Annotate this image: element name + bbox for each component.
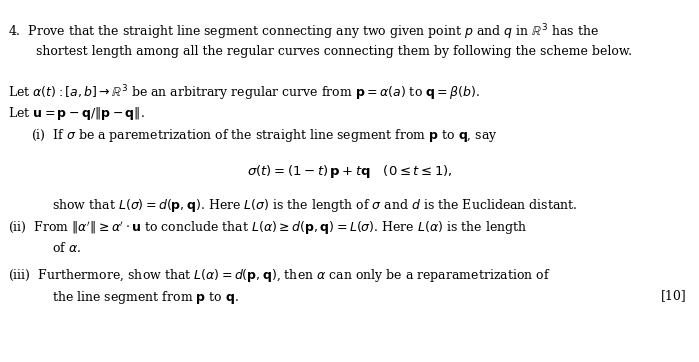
Text: (ii)  From $\|\alpha^{\prime}\|\geq\alpha^{\prime}\cdot\mathbf{u}$ to conclude t: (ii) From $\|\alpha^{\prime}\|\geq\alpha… — [8, 219, 528, 236]
Text: show that $L(\sigma)=d(\mathbf{p},\mathbf{q})$. Here $L(\sigma)$ is the length o: show that $L(\sigma)=d(\mathbf{p},\mathb… — [52, 197, 578, 214]
Text: [10]: [10] — [661, 289, 686, 302]
Text: (i)  If $\sigma$ be a paremetrization of the straight line segment from $\mathbf: (i) If $\sigma$ be a paremetrization of … — [31, 127, 498, 144]
Text: $\sigma(t)=(1-t)\,\mathbf{p}+t\mathbf{q}\quad(0\leq t\leq 1),$: $\sigma(t)=(1-t)\,\mathbf{p}+t\mathbf{q}… — [247, 163, 452, 180]
Text: (iii)  Furthermore, show that $L(\alpha)=d(\mathbf{p},\mathbf{q})$, then $\alpha: (iii) Furthermore, show that $L(\alpha)=… — [8, 267, 551, 284]
Text: Let $\mathbf{u}=\mathbf{p}-\mathbf{q}/\|\mathbf{p}-\mathbf{q}\|$.: Let $\mathbf{u}=\mathbf{p}-\mathbf{q}/\|… — [8, 105, 145, 122]
Text: the line segment from $\mathbf{p}$ to $\mathbf{q}$.: the line segment from $\mathbf{p}$ to $\… — [52, 289, 240, 306]
Text: shortest length among all the regular curves connecting them by following the sc: shortest length among all the regular cu… — [36, 45, 633, 58]
Text: 4.  Prove that the straight line segment connecting any two given point $p$ and : 4. Prove that the straight line segment … — [8, 22, 599, 42]
Text: of $\alpha$.: of $\alpha$. — [52, 241, 82, 255]
Text: Let $\alpha(t):[a,b]\rightarrow\mathbb{R}^3$ be an arbitrary regular curve from : Let $\alpha(t):[a,b]\rightarrow\mathbb{R… — [8, 83, 481, 103]
